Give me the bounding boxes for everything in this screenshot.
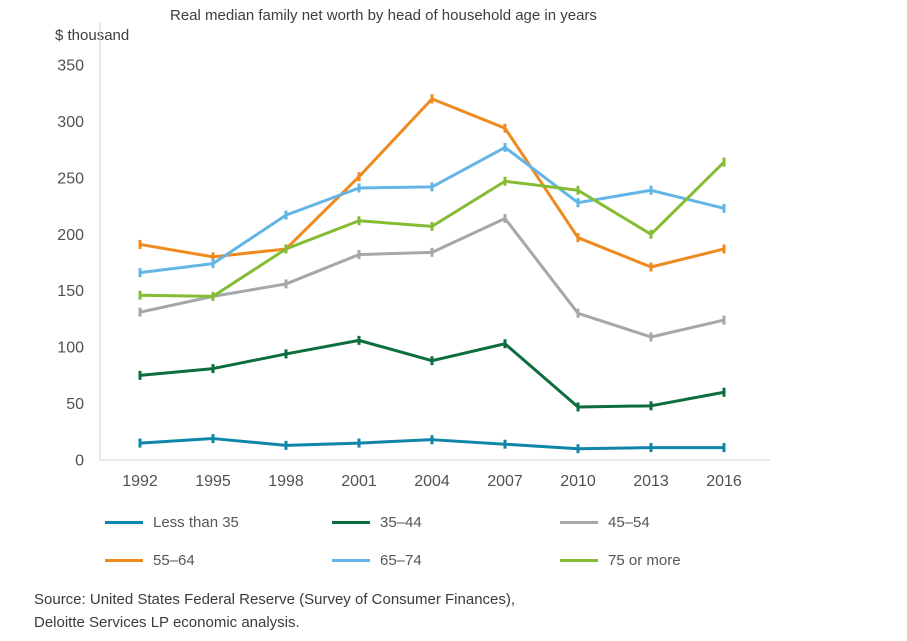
y-tick-label: 250	[57, 170, 84, 187]
legend: Less than 35 35–44 45–54 55–64 65–74 75 or mo…	[105, 514, 790, 569]
y-tick-label: 150	[57, 283, 84, 300]
legend-label: 45–54	[608, 514, 650, 531]
legend-item-65-74: 65–74	[332, 552, 560, 569]
x-tick-label: 2007	[487, 473, 523, 490]
legend-item-55-64: 55–64	[105, 552, 332, 569]
series-line-35-44	[138, 338, 726, 409]
x-tick-label: 2004	[414, 473, 450, 490]
legend-label: 65–74	[380, 552, 422, 569]
source-note: Source: United States Federal Reserve (S…	[34, 588, 515, 634]
series-line-45-54	[138, 216, 726, 339]
y-tick-label: 100	[57, 340, 84, 357]
y-tick-label: 50	[66, 396, 84, 413]
legend-swatch	[332, 559, 370, 562]
x-tick-label: 2016	[706, 473, 742, 490]
x-tick-label: 2001	[341, 473, 377, 490]
legend-label: Less than 35	[153, 514, 239, 531]
y-tick-label: 0	[75, 453, 84, 470]
x-tick-label: 1992	[122, 473, 158, 490]
legend-label: 35–44	[380, 514, 422, 531]
y-tick-label: 200	[57, 227, 84, 244]
legend-label: 55–64	[153, 552, 195, 569]
legend-item-less-than-35: Less than 35	[105, 514, 332, 531]
source-line-1: Source: United States Federal Reserve (S…	[34, 591, 516, 608]
source-line-2: Deloitte Services LP economic analysis.	[34, 614, 300, 631]
legend-swatch	[560, 559, 598, 562]
line-chart: 0 50 100 150 200 250 300 350 1992 1995 1998 2001 200…	[57, 22, 770, 490]
legend-swatch	[560, 521, 598, 524]
y-tick-label: 350	[57, 58, 84, 75]
legend-swatch	[332, 521, 370, 524]
legend-swatch	[105, 559, 143, 562]
legend-item-35-44: 35–44	[332, 514, 560, 531]
chart-title: Real median family net worth by head of …	[170, 7, 597, 24]
legend-swatch	[105, 521, 143, 524]
x-tick-label: 2013	[633, 473, 669, 490]
y-axis-unit-label: $ thousand	[55, 27, 130, 44]
y-tick-label: 300	[57, 114, 84, 131]
x-tick-label: 1998	[268, 473, 304, 490]
legend-item-45-54: 45–54	[560, 514, 790, 531]
legend-label: 75 or more	[608, 552, 681, 569]
x-tick-label: 1995	[195, 473, 231, 490]
x-tick-label: 2010	[560, 473, 596, 490]
legend-item-75-or-more: 75 or more	[560, 552, 790, 569]
